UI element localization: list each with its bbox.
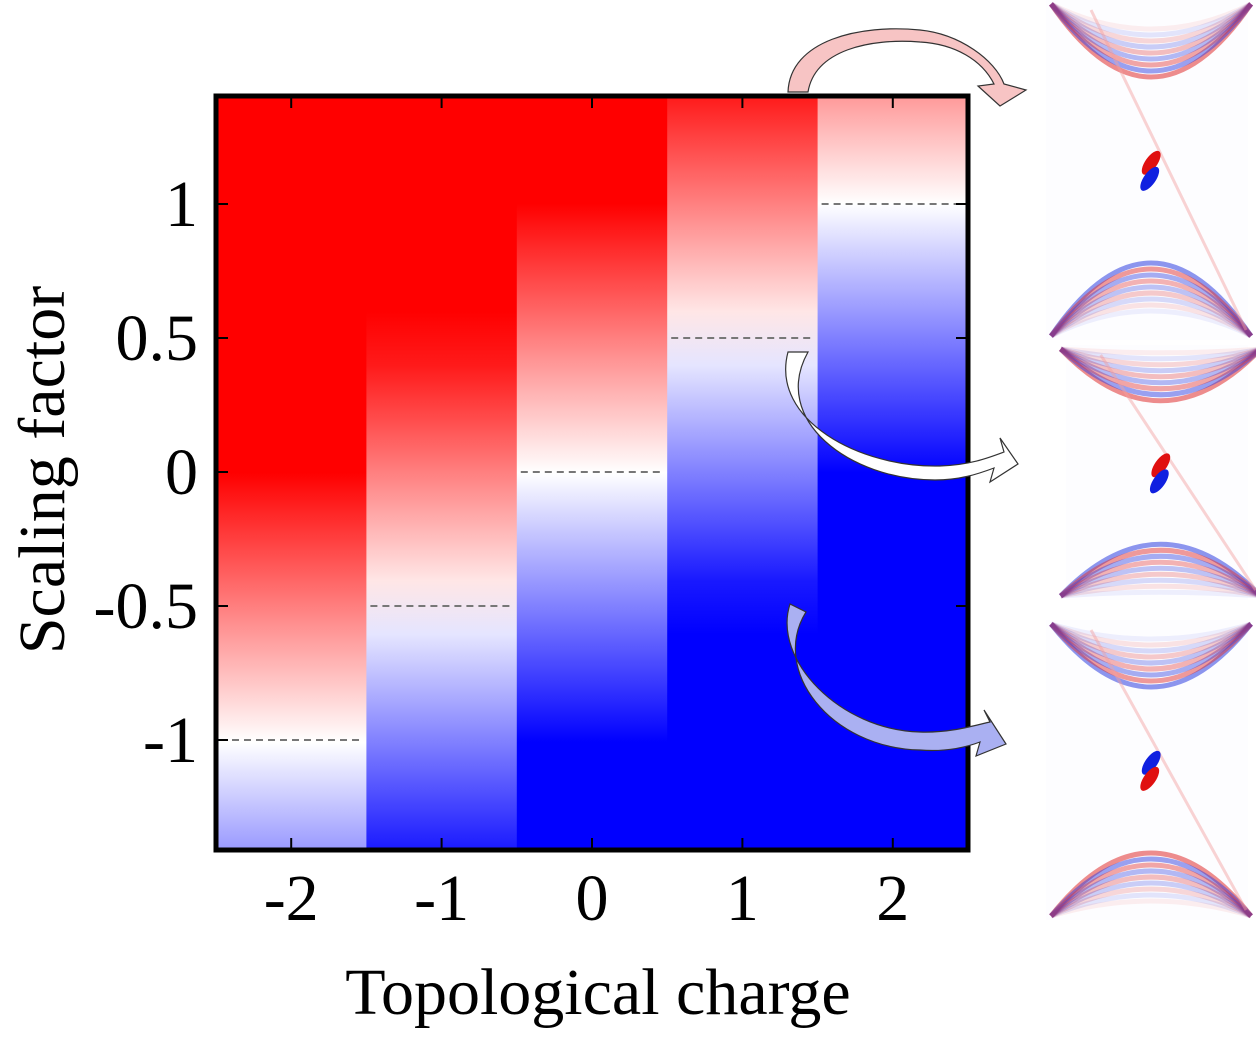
heatmap-column: [667, 96, 819, 850]
y-tick-label: -1: [143, 704, 198, 777]
field-inset: [1058, 345, 1256, 600]
y-tick-label: 0.5: [116, 302, 199, 375]
y-tick-labels: 1 0.5 0 -0.5 -1: [94, 168, 198, 777]
x-tick-label: 0: [576, 862, 609, 935]
y-axis-title: Scaling factor: [6, 286, 79, 654]
field-inset: [1046, 620, 1253, 920]
x-tick-label: 1: [726, 862, 759, 935]
x-tick-labels: -2 -1 0 1 2: [264, 862, 910, 935]
y-tick-label: -0.5: [94, 570, 198, 643]
curved-arrow: [785, 351, 1019, 484]
heatmap-cells: [216, 96, 969, 850]
x-tick-label: 2: [876, 862, 909, 935]
field-inset: [1046, 0, 1254, 340]
heatmap-column: [216, 96, 367, 850]
y-tick-label: 0: [165, 436, 198, 509]
heatmap-column: [366, 96, 518, 850]
x-tick-label: -2: [264, 862, 319, 935]
inset-arrows: [785, 28, 1028, 758]
x-tick-label: -1: [414, 862, 469, 935]
field-insets: [1046, 0, 1256, 920]
y-tick-label: 1: [165, 168, 198, 241]
curved-arrow: [787, 28, 1028, 107]
x-axis-title: Topological charge: [345, 956, 850, 1029]
curved-arrow: [786, 603, 1007, 758]
